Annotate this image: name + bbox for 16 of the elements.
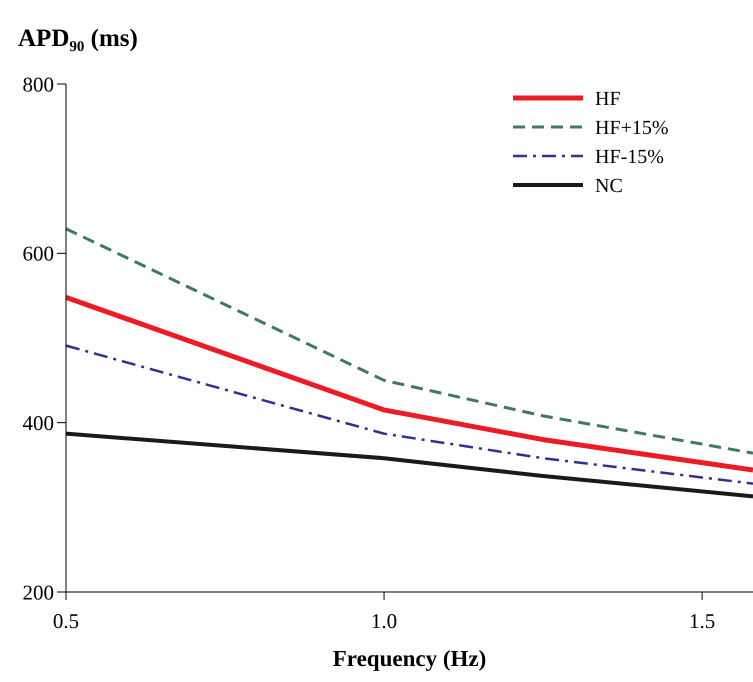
legend-label: NC [595, 175, 623, 197]
legend-label: HF [595, 88, 621, 110]
line-series [64, 227, 753, 455]
y-tick-label: 200 [22, 580, 54, 604]
x-tick-label: 1.5 [688, 609, 716, 633]
x-tick-label: 0.5 [52, 609, 80, 633]
y-tick-label: 600 [22, 242, 54, 266]
y-tick-label: 800 [22, 72, 54, 96]
y-axis-title: APD₉₀ (ms) [18, 25, 138, 52]
legend-label: HF-15% [595, 146, 664, 168]
y-tick-label: 400 [22, 411, 54, 436]
x-tick-label: 1.0 [370, 609, 398, 633]
line-series [64, 344, 753, 485]
legend-label: HF+15% [595, 117, 669, 139]
line-series [64, 432, 753, 498]
x-axis-title: Frequency (Hz) [332, 646, 486, 671]
